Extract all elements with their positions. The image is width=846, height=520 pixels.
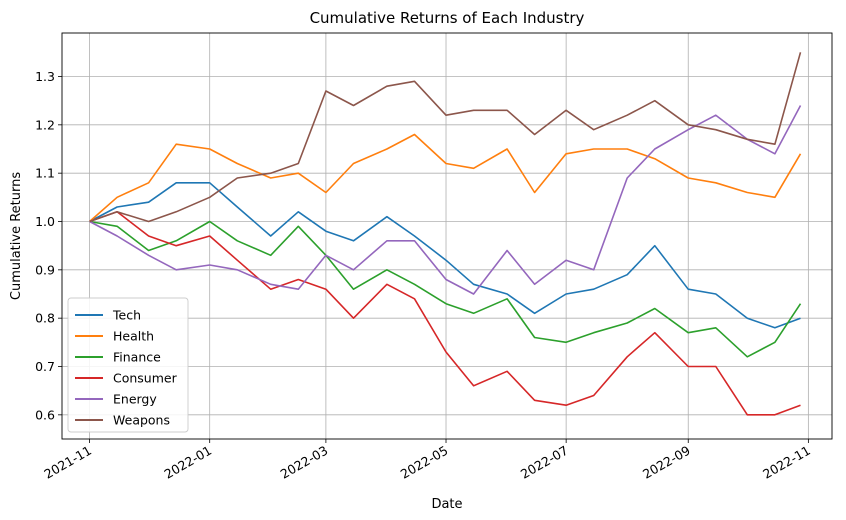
y-tick-label: 0.6 [35, 407, 55, 422]
series-line-finance [89, 220, 802, 358]
y-tick-label: 1.1 [35, 166, 55, 181]
legend-label-finance: Finance [113, 350, 161, 365]
legend-label-tech: Tech [112, 308, 141, 323]
y-axis-label: Cumulative Returns [9, 172, 24, 300]
y-tick-label: 1.2 [35, 117, 55, 132]
legend-label-health: Health [113, 329, 154, 344]
grid [62, 33, 832, 439]
series-line-consumer [89, 211, 801, 416]
series-line-energy [89, 105, 802, 295]
series-line-weapons [89, 52, 802, 223]
series-line-health [89, 133, 802, 223]
legend-label-consumer: Consumer [113, 371, 178, 386]
legend-label-energy: Energy [113, 392, 157, 407]
y-tick-label: 1.0 [35, 214, 55, 229]
series-line-tech [89, 182, 801, 329]
plot-frame [61, 32, 833, 440]
y-tick-label: 1.3 [35, 69, 55, 84]
y-tick-label: 0.9 [35, 262, 55, 277]
y-tick-label: 0.8 [35, 311, 55, 326]
y-tick-label: 0.7 [35, 359, 55, 374]
legend: Tech Health Finance Consumer Energy Weapons [67, 297, 189, 433]
series-lines [89, 52, 802, 416]
legend-label-weapons: Weapons [113, 413, 170, 428]
chart-title: Cumulative Returns of Each Industry [310, 9, 585, 27]
x-axis-label: Date [431, 497, 462, 512]
